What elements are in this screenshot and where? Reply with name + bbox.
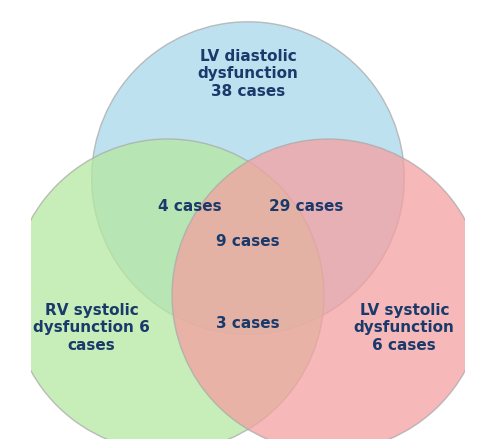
Circle shape (172, 139, 485, 443)
Text: 3 cases: 3 cases (216, 316, 280, 331)
Text: RV systolic
dysfunction 6
cases: RV systolic dysfunction 6 cases (33, 303, 150, 353)
Circle shape (11, 139, 324, 443)
Text: LV diastolic
dysfunction
38 cases: LV diastolic dysfunction 38 cases (197, 49, 299, 99)
Text: 9 cases: 9 cases (216, 233, 280, 249)
Text: LV systolic
dysfunction
6 cases: LV systolic dysfunction 6 cases (354, 303, 455, 353)
Text: 4 cases: 4 cases (158, 199, 221, 214)
Circle shape (92, 22, 404, 334)
Text: 29 cases: 29 cases (269, 199, 344, 214)
